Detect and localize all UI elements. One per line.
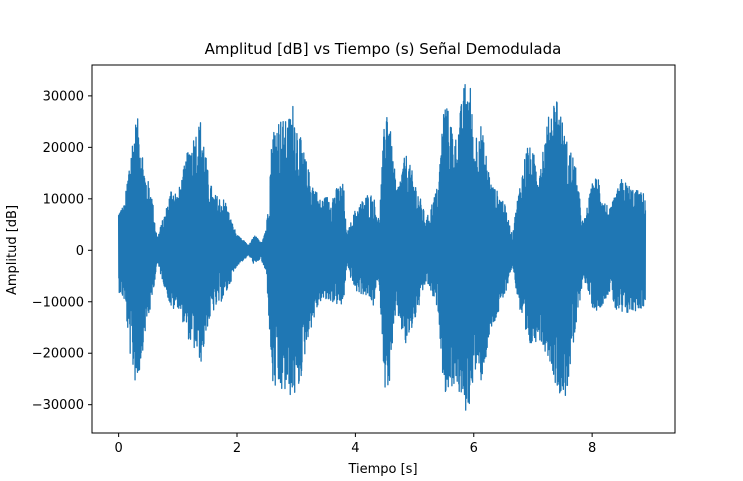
x-axis: 0 2 4 6 8 [114, 433, 596, 456]
x-tick-label: 4 [351, 441, 359, 456]
y-tick-label: −10000 [32, 295, 84, 310]
y-tick-label: 20000 [43, 141, 84, 156]
y-tick-label: 10000 [43, 192, 84, 207]
y-tick-label: −20000 [32, 347, 84, 362]
x-tick-label: 2 [233, 441, 241, 456]
chart-title: Amplitud [dB] vs Tiempo (s) Señal Demodu… [205, 40, 562, 58]
plot-area [117, 84, 647, 411]
x-tick-label: 0 [114, 441, 122, 456]
y-axis: −30000 −20000 −10000 0 10000 20000 30000 [32, 89, 92, 413]
x-tick-label: 8 [588, 441, 596, 456]
x-axis-label: Tiempo [s] [347, 462, 417, 477]
y-tick-label: 30000 [43, 89, 84, 104]
y-tick-label: 0 [76, 244, 84, 259]
signal-line [117, 84, 647, 411]
x-tick-label: 6 [470, 441, 478, 456]
y-tick-label: −30000 [32, 398, 84, 413]
axes-frame [91, 64, 676, 434]
y-axis-label: Amplitud [dB] [5, 205, 20, 295]
